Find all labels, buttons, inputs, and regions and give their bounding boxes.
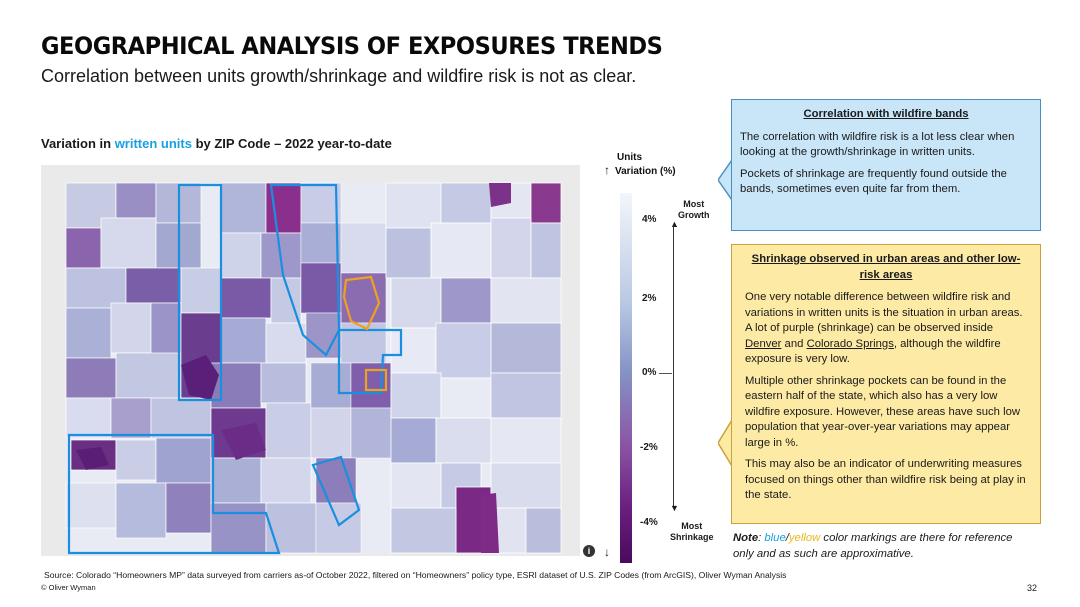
- note-yellow: yellow: [788, 532, 821, 544]
- zip-regions-west: [65, 182, 222, 539]
- legend-down-arrow-icon: ↓: [604, 545, 610, 559]
- color-scale-bar: [620, 193, 632, 563]
- copyright: © Oliver Wyman: [41, 583, 96, 592]
- colorado-springs-link: Colorado Springs: [806, 337, 894, 350]
- legend-title-variation: Variation (%): [615, 166, 676, 177]
- p1-text-and: and: [781, 337, 807, 350]
- legend-title-units: Units: [617, 152, 642, 163]
- most-shrinkage-line2: Shrinkage: [670, 532, 714, 542]
- most-shrinkage-line1: Most: [681, 521, 703, 531]
- zip-regions-east: [385, 182, 562, 554]
- most-growth-line2: Growth: [678, 210, 710, 220]
- denver-link: Denver: [745, 337, 782, 350]
- colorado-springs-outline: [364, 368, 388, 392]
- note-slash: /: [785, 532, 789, 544]
- note-label: Note: [733, 532, 759, 544]
- most-growth-line1: Most: [683, 199, 705, 209]
- page-subtitle: Correlation between units growth/shrinka…: [41, 66, 637, 86]
- band-south: [311, 455, 361, 527]
- p1-text-a: One very notable difference between wild…: [745, 291, 1023, 334]
- legend-tick-0: 0%: [642, 367, 657, 378]
- p1-text-b: , although the wildfire exposure is very…: [745, 337, 1001, 366]
- band-southwest: [67, 433, 281, 555]
- legend-tick-neg2: -2%: [640, 442, 658, 453]
- callout-yellow-paragraph-3: This may also be an indicator of underwr…: [745, 458, 1026, 501]
- callout-yellow-heading: Shrinkage observed in urban areas and ot…: [751, 253, 1021, 281]
- urban-outlines: [342, 275, 388, 392]
- legend-tick-neg4: -4%: [640, 517, 658, 528]
- page-title: GEOGRAPHICAL ANALYSIS OF EXPOSURES TREND…: [41, 32, 663, 60]
- zip-regions-central: [210, 182, 317, 554]
- callout-blue-paragraph-1: The correlation with wildfire risk is a …: [740, 130, 1015, 159]
- info-icon[interactable]: i: [583, 545, 595, 557]
- legend-up-arrow-icon: ↑: [604, 163, 610, 177]
- colorado-zip-map: [41, 165, 580, 556]
- legend-zero-line: [659, 373, 672, 374]
- band-west: [177, 183, 223, 402]
- band-north: [269, 183, 341, 357]
- legend-most-shrinkage: Most Shrinkage: [670, 521, 714, 543]
- map-title-highlight: written units: [114, 136, 192, 151]
- callout-yellow-paragraph-2: Multiple other shrinkage pockets can be …: [745, 374, 1021, 449]
- legend-most-growth: Most Growth: [678, 199, 710, 221]
- note-blue: blue: [764, 532, 786, 544]
- growth-arrowhead-icon: ▲: [670, 219, 679, 229]
- band-front-range: [337, 328, 403, 395]
- map-svg: [41, 165, 580, 556]
- callout-urban-shrinkage: Shrinkage observed in urban areas and ot…: [731, 244, 1041, 524]
- callout-wildfire-correlation: Correlation with wildfire bands The corr…: [731, 99, 1041, 231]
- color-marking-note: Note: blue/yellow color markings are the…: [733, 531, 1023, 562]
- note-sep: :: [758, 532, 765, 544]
- shrinkage-arrowhead-icon: ▼: [670, 503, 679, 513]
- legend-tick-2: 2%: [642, 293, 657, 304]
- zip-regions-urban: [300, 182, 392, 554]
- denver-outline: [342, 275, 381, 331]
- callout-yellow-paragraph-1: One very notable difference between wild…: [745, 290, 1027, 368]
- legend-tick-4: 4%: [642, 214, 657, 225]
- growth-shrinkage-axis: [673, 224, 674, 506]
- callout-blue-heading: Correlation with wildfire bands: [803, 108, 969, 120]
- map-title: Variation in written units by ZIP Code –…: [41, 136, 392, 151]
- page-number: 32: [1027, 583, 1038, 593]
- map-title-post: by ZIP Code – 2022 year-to-date: [191, 136, 392, 151]
- source-footnote: Source: Colorado “Homeowners MP” data su…: [44, 570, 787, 580]
- shrinkage-pockets: [76, 183, 511, 553]
- callout-blue-paragraph-2: Pockets of shrinkage are frequently foun…: [740, 167, 1007, 196]
- map-title-pre: Variation in: [41, 136, 115, 151]
- note-rest: color markings are there for reference o…: [733, 532, 1013, 560]
- wildfire-band-outlines: [67, 183, 403, 555]
